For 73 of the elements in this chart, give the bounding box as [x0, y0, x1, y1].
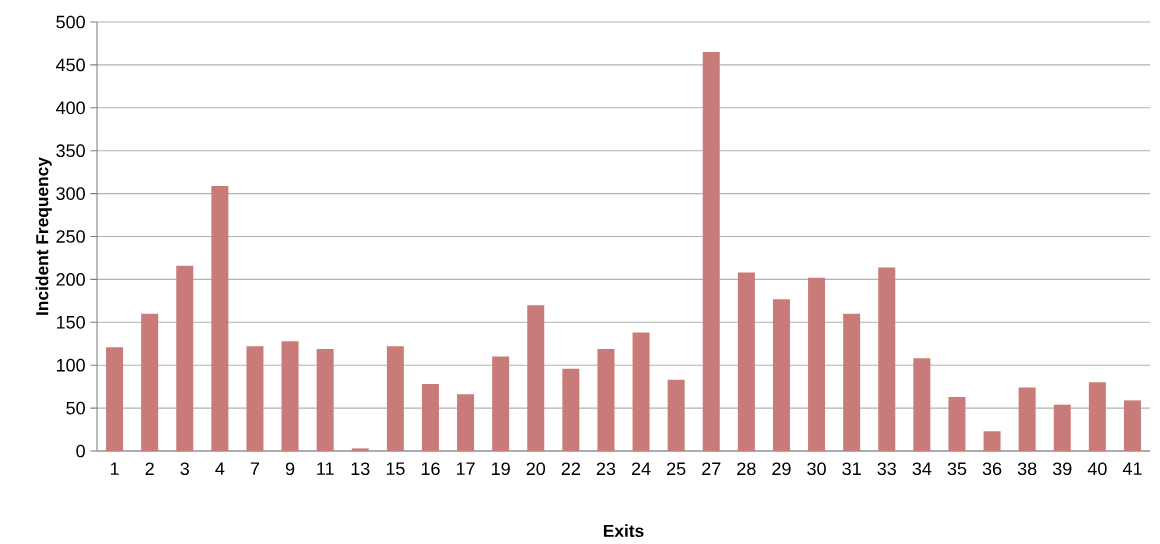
y-tick-label: 150	[56, 315, 85, 329]
bar	[737, 272, 755, 451]
bar	[632, 332, 650, 451]
x-tick-label: 35	[947, 462, 967, 476]
x-tick-label: 7	[250, 462, 260, 475]
bar	[1123, 400, 1141, 451]
x-tick-label: 41	[1122, 462, 1142, 475]
x-axis-title: Exits	[603, 524, 644, 537]
bar	[562, 368, 580, 451]
y-tick-label: 50	[66, 401, 85, 415]
x-tick-label: 2	[145, 462, 154, 475]
y-tick-label: 500	[56, 15, 85, 29]
bar	[421, 384, 439, 451]
bar	[1053, 404, 1071, 451]
x-tick-label: 1	[110, 462, 119, 475]
x-tick-label: 19	[492, 462, 510, 476]
y-tick-label: 300	[56, 187, 85, 200]
bar	[386, 346, 404, 451]
x-tick-label: 20	[526, 462, 546, 476]
bar	[492, 356, 510, 451]
bar	[772, 299, 790, 451]
y-tick-label: 200	[56, 273, 85, 286]
x-tick-label: 22	[561, 462, 580, 475]
bar	[878, 267, 896, 451]
y-axis-title: Incident Frequency	[35, 157, 52, 315]
x-tick-label: 29	[772, 462, 791, 476]
bar	[597, 348, 615, 451]
x-tick-label: 30	[807, 462, 826, 476]
y-tick-label: 100	[56, 358, 85, 372]
bar	[948, 396, 966, 451]
x-tick-label: 24	[631, 462, 651, 475]
x-tick-label: 13	[351, 462, 370, 476]
x-tick-label: 39	[1052, 462, 1072, 476]
bar	[527, 305, 545, 451]
bar	[843, 313, 861, 451]
bar	[808, 277, 826, 451]
bar	[457, 394, 475, 451]
bar	[702, 52, 720, 451]
x-tick-label: 3	[180, 462, 189, 476]
bar	[667, 379, 685, 451]
bar	[281, 341, 299, 451]
x-tick-label: 23	[596, 462, 616, 476]
x-tick-label: 16	[421, 462, 440, 476]
y-tick-label: 400	[56, 101, 85, 115]
bar	[913, 358, 931, 451]
x-tick-label: 40	[1087, 462, 1107, 476]
x-tick-label: 4	[215, 462, 225, 475]
bar	[1018, 387, 1036, 451]
x-tick-label: 25	[667, 462, 686, 476]
y-tick-label: 250	[56, 230, 85, 243]
bar	[351, 448, 369, 451]
y-tick-label: 450	[56, 58, 85, 72]
y-tick-label: 350	[56, 144, 85, 158]
x-tick-label: 38	[1017, 462, 1037, 476]
bar	[246, 346, 264, 451]
bar	[983, 431, 1001, 451]
x-tick-label: 33	[877, 462, 896, 476]
bar	[141, 313, 159, 451]
bar	[211, 185, 229, 451]
x-tick-label: 11	[317, 462, 334, 475]
x-tick-label: 31	[842, 462, 861, 476]
y-tick-label: 0	[76, 444, 85, 458]
x-tick-label: 27	[702, 462, 721, 475]
x-tick-label: 34	[912, 462, 932, 476]
bar	[106, 347, 124, 451]
bar	[316, 348, 334, 451]
x-tick-label: 36	[982, 462, 1002, 476]
x-tick-label: 17	[456, 462, 475, 475]
x-tick-label: 15	[386, 462, 405, 475]
bar	[1088, 382, 1106, 451]
bar	[176, 265, 194, 451]
x-tick-label: 28	[737, 462, 756, 476]
x-tick-label: 9	[285, 462, 295, 476]
